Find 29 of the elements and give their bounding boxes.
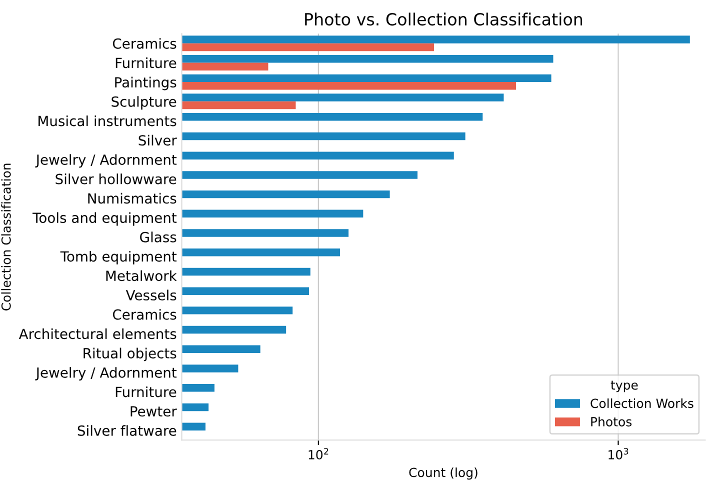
x-tick-label: 10$^{2}$ [308,448,328,460]
y-tick-label: Glass [140,232,176,242]
y-tick-label: Tools and equipment [32,212,177,226]
y-tick-label: Pewter [130,406,177,417]
x-tick-label: 10$^{3}$ [608,448,628,460]
y-axis-title: Collection Classification [1,164,11,310]
legend-title: type [610,380,638,392]
y-tick-label: Silver [138,134,177,146]
y-tick-label: Architectural elements [18,328,176,340]
legend-label: Collection Works [590,398,694,408]
y-tick-label: Musical instruments [38,115,176,126]
y-tick-label: Furniture [116,386,176,398]
y-tick-label: Jewelry / Adornment [35,154,177,168]
y-tick-label: Tomb equipment [60,250,177,264]
y-tick-label: Vessels [126,290,176,300]
y-tick-label: Silver flatware [78,425,176,436]
y-tick-label: Metalwork [106,270,177,282]
y-tick-label: Ritual objects [84,348,176,362]
y-tick-label: Numismatics [88,192,176,204]
y-tick-label: Paintings [115,76,176,90]
y-tick-label: Ceramics [112,38,176,49]
y-tick-label: Silver hollowware [56,174,176,184]
x-axis-title: Count (log) [409,467,478,480]
y-tick-label: Jewelry / Adornment [35,367,177,381]
y-tick-label: Furniture [116,57,176,68]
y-tick-label: Ceramics [112,309,176,320]
legend-label: Photos [591,416,632,426]
y-tick-label: Sculpture [112,96,176,110]
chart-title: Photo vs. Collection Classification [305,12,582,26]
